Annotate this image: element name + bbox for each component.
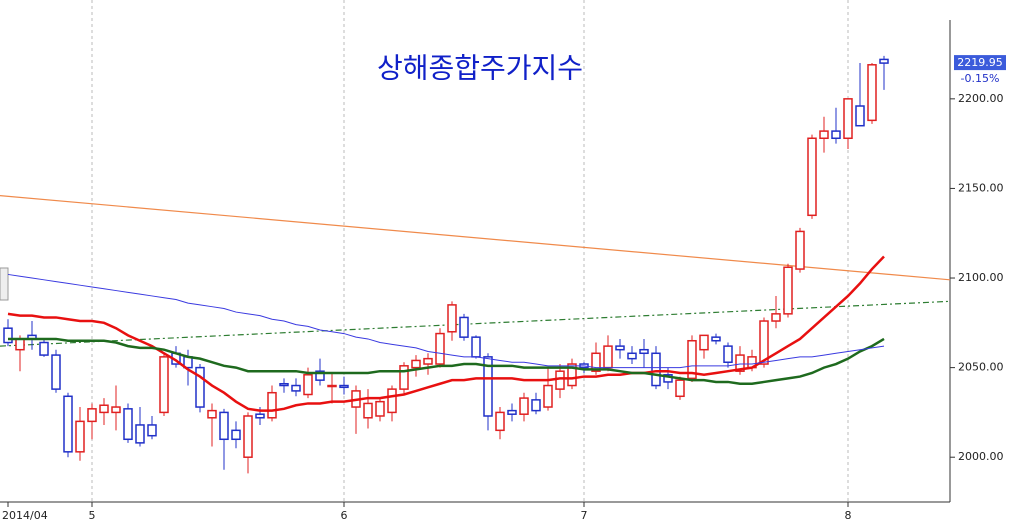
candle-body (687, 339, 697, 380)
candle-body (195, 366, 205, 408)
x-tick-label: 6 (341, 509, 348, 522)
candle-body (867, 64, 877, 122)
candle-body (135, 424, 145, 444)
y-tick-label: 2050.00 (958, 361, 1004, 374)
x-tick-label: 8 (845, 509, 852, 522)
x-tick-label: 2014/04 (2, 509, 48, 522)
candle-body (63, 395, 73, 453)
candle-body (219, 411, 229, 441)
candle-body (615, 345, 625, 351)
candle-body (519, 397, 529, 415)
candle-body (831, 130, 841, 140)
candle-body (87, 408, 97, 423)
moving-average (8, 337, 885, 385)
candle-body (855, 105, 865, 127)
candle-body (159, 356, 169, 414)
candle-body (627, 352, 637, 360)
candle-body (423, 357, 433, 365)
y-tick-label: 2000.00 (958, 450, 1004, 463)
candle-body (99, 404, 109, 414)
last-change: -0.15% (961, 72, 1000, 85)
candle-body (315, 370, 325, 381)
last-price: 2219.95 (957, 56, 1003, 69)
candle-body (783, 266, 793, 315)
candle-body (411, 359, 421, 369)
candle-body (207, 409, 217, 419)
candle-body (327, 384, 337, 388)
candle-body (735, 354, 745, 372)
trendline (0, 195, 951, 281)
candle-body (75, 420, 85, 453)
candle-body (303, 374, 313, 396)
trendline (0, 300, 951, 347)
candle-body (531, 399, 541, 412)
candle-body (507, 409, 517, 415)
candle-body (111, 406, 121, 414)
candle-body (387, 388, 397, 414)
candle-body (363, 402, 373, 419)
candle-body (603, 345, 613, 369)
candle-body (819, 130, 829, 140)
candle-body (591, 352, 601, 372)
candle-body (339, 384, 349, 389)
scroll-handle[interactable] (0, 267, 9, 301)
candle-body (759, 320, 769, 365)
candle-body (375, 400, 385, 417)
candle-body (51, 354, 61, 390)
x-tick-label: 5 (89, 509, 96, 522)
candle-body (291, 384, 301, 392)
candle-body (555, 370, 565, 390)
candle-body (639, 348, 649, 355)
chart-title: 상해종합주가지수 (377, 52, 583, 85)
candle-body (795, 230, 805, 270)
candle-body (495, 411, 505, 432)
candle-body (147, 424, 157, 437)
candle-body (123, 408, 133, 441)
candle-body (279, 382, 289, 387)
candle-body (807, 137, 817, 217)
candle-body (15, 338, 25, 351)
candle-body (3, 327, 13, 344)
x-tick-label: 7 (581, 509, 588, 522)
y-tick-label: 2100.00 (958, 271, 1004, 284)
candle-body (843, 98, 853, 140)
candle-body (243, 415, 253, 458)
candle-body (699, 334, 709, 351)
candle-body (771, 313, 781, 322)
y-tick-label: 2150.00 (958, 181, 1004, 194)
candle-body (567, 363, 577, 387)
candle-body (483, 356, 493, 417)
candle-body (447, 304, 457, 333)
candle-body (711, 336, 721, 342)
candle-body (879, 58, 889, 64)
candle-body (675, 379, 685, 398)
candle-body (459, 316, 469, 338)
candle-body (651, 352, 661, 387)
candle-body (471, 336, 481, 358)
candle-body (399, 365, 409, 390)
candle-body (267, 391, 277, 419)
candle-body (231, 429, 241, 441)
last-price-box (954, 55, 1006, 71)
y-tick-label: 2200.00 (958, 92, 1004, 105)
moving-average (7, 273, 885, 369)
candle-body (723, 345, 733, 363)
candle-body (39, 341, 49, 356)
candle-body (543, 384, 553, 408)
candle-body (435, 332, 445, 365)
candle-body (255, 413, 265, 419)
